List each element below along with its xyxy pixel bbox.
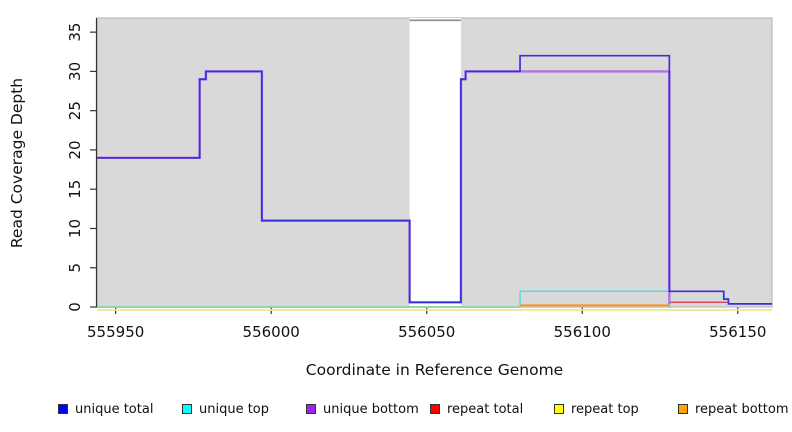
y-tick-label: 0 <box>66 302 84 312</box>
legend-item-repeat-bottom: repeat bottom <box>678 400 792 418</box>
legend-label-unique-bottom: unique bottom <box>323 401 419 417</box>
x-tick-label: 555950 <box>87 323 144 341</box>
y-axis-label: Read Coverage Depth <box>8 77 26 249</box>
y-tick-label: 30 <box>66 62 84 81</box>
x-tick-label: 556150 <box>709 323 766 341</box>
legend-label-repeat-bottom: repeat bottom <box>695 401 789 417</box>
legend-item-unique-total: unique total <box>58 400 182 418</box>
coverage-gap-band <box>409 18 461 307</box>
legend-swatch-unique-bottom <box>306 404 316 414</box>
legend-swatch-repeat-top <box>554 404 564 414</box>
legend-item-unique-bottom: unique bottom <box>306 400 430 418</box>
legend-swatch-repeat-bottom <box>678 404 688 414</box>
y-tick-label: 10 <box>66 219 84 238</box>
legend-item-repeat-top: repeat top <box>554 400 678 418</box>
x-tick-label: 556000 <box>243 323 300 341</box>
y-tick-label: 25 <box>66 101 84 120</box>
legend-label-unique-top: unique top <box>199 401 270 417</box>
x-axis-label: Coordinate in Reference Genome <box>305 361 564 379</box>
legend-label-repeat-total: repeat total <box>447 401 524 417</box>
legend-item-repeat-total: repeat total <box>430 400 554 418</box>
y-tick-label: 15 <box>66 180 84 199</box>
legend-swatch-unique-top <box>182 404 192 414</box>
x-tick-label: 556050 <box>398 323 455 341</box>
legend-swatch-repeat-total <box>430 404 440 414</box>
legend-label-unique-total: unique total <box>75 401 154 417</box>
legend-label-repeat-top: repeat top <box>571 401 639 417</box>
legend-item-unique-top: unique top <box>182 400 306 418</box>
x-tick-label: 556100 <box>554 323 611 341</box>
y-tick-label: 5 <box>66 263 84 273</box>
legend-swatch-unique-total <box>58 404 68 414</box>
y-tick-label: 35 <box>66 23 84 42</box>
series-line-unique-total <box>97 54 772 305</box>
legend: unique total unique top unique bottom repea… <box>58 400 792 418</box>
chart-canvas: 0 5 10 15 20 25 30 35 555950 556000 556050 556100 55… <box>66 17 773 341</box>
y-tick-label: 20 <box>66 140 84 159</box>
